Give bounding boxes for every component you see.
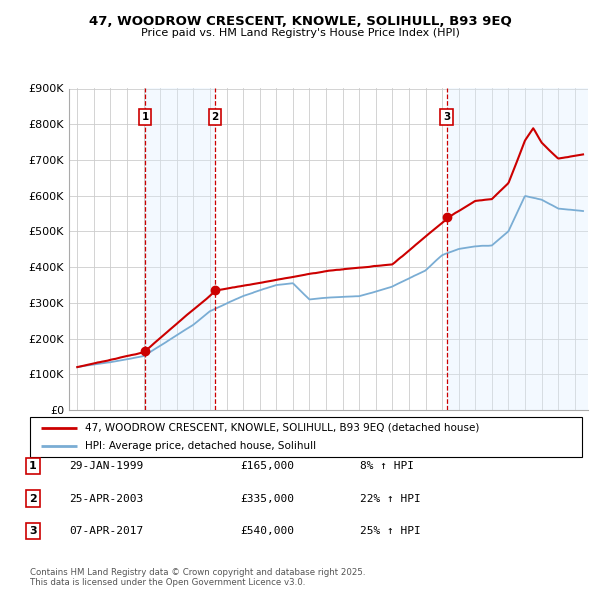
- Text: Contains HM Land Registry data © Crown copyright and database right 2025.
This d: Contains HM Land Registry data © Crown c…: [30, 568, 365, 587]
- Text: 25-APR-2003: 25-APR-2003: [69, 494, 143, 503]
- Text: 47, WOODROW CRESCENT, KNOWLE, SOLIHULL, B93 9EQ: 47, WOODROW CRESCENT, KNOWLE, SOLIHULL, …: [89, 15, 511, 28]
- Text: 1: 1: [142, 112, 149, 122]
- Text: 8% ↑ HPI: 8% ↑ HPI: [360, 461, 414, 471]
- Text: 2: 2: [29, 494, 37, 503]
- Text: £540,000: £540,000: [240, 526, 294, 536]
- Bar: [446, 88, 588, 410]
- Text: 3: 3: [29, 526, 37, 536]
- Text: 1: 1: [29, 461, 37, 471]
- Text: £335,000: £335,000: [240, 494, 294, 503]
- Text: 47, WOODROW CRESCENT, KNOWLE, SOLIHULL, B93 9EQ (detached house): 47, WOODROW CRESCENT, KNOWLE, SOLIHULL, …: [85, 423, 479, 433]
- Text: 2: 2: [212, 112, 219, 122]
- Text: HPI: Average price, detached house, Solihull: HPI: Average price, detached house, Soli…: [85, 441, 316, 451]
- Bar: [145, 88, 215, 410]
- FancyBboxPatch shape: [30, 417, 582, 457]
- Text: 07-APR-2017: 07-APR-2017: [69, 526, 143, 536]
- Text: Price paid vs. HM Land Registry's House Price Index (HPI): Price paid vs. HM Land Registry's House …: [140, 28, 460, 38]
- Text: 22% ↑ HPI: 22% ↑ HPI: [360, 494, 421, 503]
- Text: 25% ↑ HPI: 25% ↑ HPI: [360, 526, 421, 536]
- Text: 3: 3: [443, 112, 450, 122]
- Text: 29-JAN-1999: 29-JAN-1999: [69, 461, 143, 471]
- Text: £165,000: £165,000: [240, 461, 294, 471]
